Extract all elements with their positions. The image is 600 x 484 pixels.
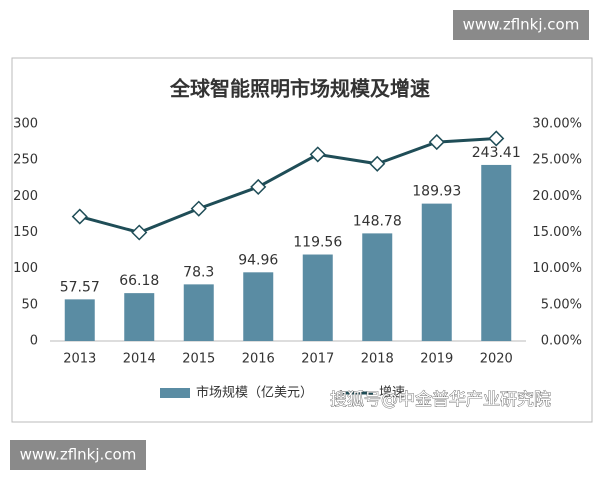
bar: [243, 272, 274, 341]
chart-title: 全球智能照明市场规模及增速: [169, 77, 430, 101]
y-tick-label: 300: [13, 117, 38, 132]
value-label: 57.57: [60, 279, 100, 295]
legend-label: 增速: [379, 386, 405, 401]
line-marker: [369, 155, 386, 172]
y2-tick-label: 15.00%: [532, 225, 582, 240]
line-marker: [309, 146, 326, 163]
bar: [124, 293, 155, 341]
y2-tick-label: 10.00%: [532, 261, 582, 276]
y2-tick-label: 5.00%: [541, 297, 582, 312]
x-tick-label: 2016: [242, 352, 275, 367]
x-tick-label: 2019: [420, 352, 453, 367]
line-marker: [131, 224, 148, 241]
line-marker: [428, 134, 445, 151]
value-label: 119.56: [293, 235, 342, 251]
x-tick-label: 2014: [123, 352, 156, 367]
y-tick-label: 200: [13, 189, 38, 204]
line-marker: [190, 200, 207, 217]
line-marker: [71, 208, 88, 225]
y-tick-label: 50: [21, 297, 38, 312]
value-label: 94.96: [238, 252, 278, 268]
line-marker: [488, 130, 505, 147]
bar: [362, 233, 393, 341]
watermark: www.zflnkj.com: [20, 446, 137, 464]
x-tick-label: 2015: [182, 352, 215, 367]
y2-tick-label: 25.00%: [532, 153, 582, 168]
watermark: 搜狐号@中金普华产业研究院: [330, 390, 551, 410]
bar: [302, 254, 333, 341]
y-tick-label: 250: [13, 153, 38, 168]
watermark-box: [453, 10, 589, 40]
bar: [183, 284, 214, 341]
value-label: 66.18: [119, 273, 159, 289]
line: [79, 136, 497, 235]
y2-tick-label: 20.00%: [532, 189, 582, 204]
value-label: 148.78: [353, 213, 402, 229]
x-tick-label: 2018: [361, 352, 394, 367]
bar: [421, 203, 452, 341]
bar: [64, 299, 95, 341]
value-label: 243.41: [472, 145, 521, 161]
value-label: 78.3: [183, 264, 214, 280]
watermark: www.zflnkj.com: [463, 16, 580, 34]
y-tick-label: 150: [13, 225, 38, 240]
y2-tick-label: 0.00%: [541, 334, 582, 349]
y-tick-label: 100: [13, 261, 38, 276]
line-marker: [250, 178, 267, 195]
value-label: 189.93: [412, 184, 461, 200]
legend-swatch: [160, 388, 190, 398]
y-tick-label: 0: [30, 334, 38, 349]
bar: [481, 164, 512, 341]
y2-tick-label: 30.00%: [532, 117, 582, 132]
watermark-box: [10, 440, 146, 470]
legend-label: 市场规模（亿美元）: [196, 385, 313, 401]
x-tick-label: 2017: [301, 352, 334, 367]
x-tick-label: 2013: [63, 352, 96, 367]
x-tick-label: 2020: [480, 352, 513, 367]
